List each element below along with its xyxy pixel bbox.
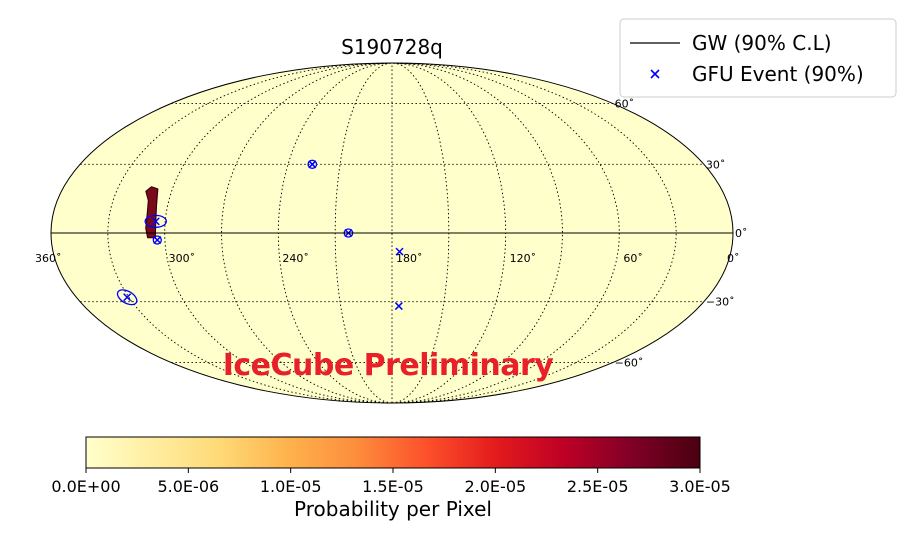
gfu-x-mark — [308, 160, 317, 169]
lat-tick-label: 30˚ — [706, 158, 726, 171]
legend-gw-label: GW (90% C.L) — [692, 31, 832, 55]
lon-tick-label: 60˚ — [623, 252, 643, 265]
colorbar-tick-label: 2.0E-05 — [464, 477, 526, 496]
legend-gfu-label: GFU Event (90%) — [692, 62, 864, 86]
gfu-error-ellipse — [144, 214, 168, 228]
lat-tick-label: 0˚ — [735, 227, 748, 240]
lon-tick-label: 120˚ — [510, 252, 536, 265]
colorbar-tick-label: 1.0E-05 — [260, 477, 322, 496]
gfu-error-ellipse — [307, 159, 318, 169]
legend: GW (90% C.L) GFU Event (90%) — [619, 18, 897, 98]
gfu-event-marker — [116, 289, 138, 306]
gw-contour-region — [145, 186, 159, 239]
legend-box — [619, 18, 897, 98]
gfu-error-ellipse — [116, 289, 138, 306]
gfu-event-marker — [144, 214, 168, 228]
colorbar-tick-label: 1.5E-05 — [362, 477, 424, 496]
gfu-events-layer — [116, 159, 404, 311]
gfu-event-marker — [307, 159, 318, 169]
lon-tick-label: 300˚ — [169, 252, 196, 265]
lon-tick-label: 180˚ — [396, 252, 423, 265]
gfu-event-marker — [395, 247, 404, 256]
gfu-event-marker — [394, 302, 403, 311]
colorbar-tick-label: 2.5E-05 — [567, 477, 629, 496]
gfu-error-ellipse — [152, 235, 162, 245]
tick-labels: 360˚ 300˚ 240˚ 180˚ 120˚ 60˚ 0˚ 60˚ 30˚ 0˚ −30˚ −60… — [35, 97, 747, 369]
colorbar-tick-label: 0.0E+00 — [51, 477, 120, 496]
gw-region-layer — [145, 186, 159, 239]
watermark-text: IceCube Preliminary — [223, 348, 555, 383]
gfu-x-mark — [123, 293, 132, 302]
lat-tick-label: 60˚ — [615, 97, 635, 110]
colorbar-ticks: 0.0E+00 5.0E-06 1.0E-05 1.5E-05 2.0E-05 2.5E-… — [51, 468, 731, 496]
chart-title: S190728q — [341, 35, 443, 59]
colorbar-tick-label: 5.0E-06 — [157, 477, 219, 496]
gfu-x-mark — [395, 247, 404, 256]
colorbar — [85, 436, 701, 469]
gfu-x-mark — [394, 302, 403, 311]
gfu-event-marker — [152, 235, 162, 245]
lat-tick-label: −30˚ — [706, 296, 735, 309]
lat-tick-label: −60˚ — [615, 357, 644, 370]
lon-tick-label: 240˚ — [282, 252, 309, 265]
colorbar-label: Probability per Pixel — [294, 497, 492, 521]
legend-gfu-x-icon — [650, 69, 660, 79]
lon-tick-label: 0˚ — [727, 252, 740, 265]
lon-tick-label: 360˚ — [35, 252, 62, 265]
meridian-line — [391, 63, 620, 403]
colorbar-tick-label: 3.0E-05 — [669, 477, 731, 496]
gfu-x-mark — [151, 217, 160, 226]
gfu-x-mark — [153, 235, 162, 245]
